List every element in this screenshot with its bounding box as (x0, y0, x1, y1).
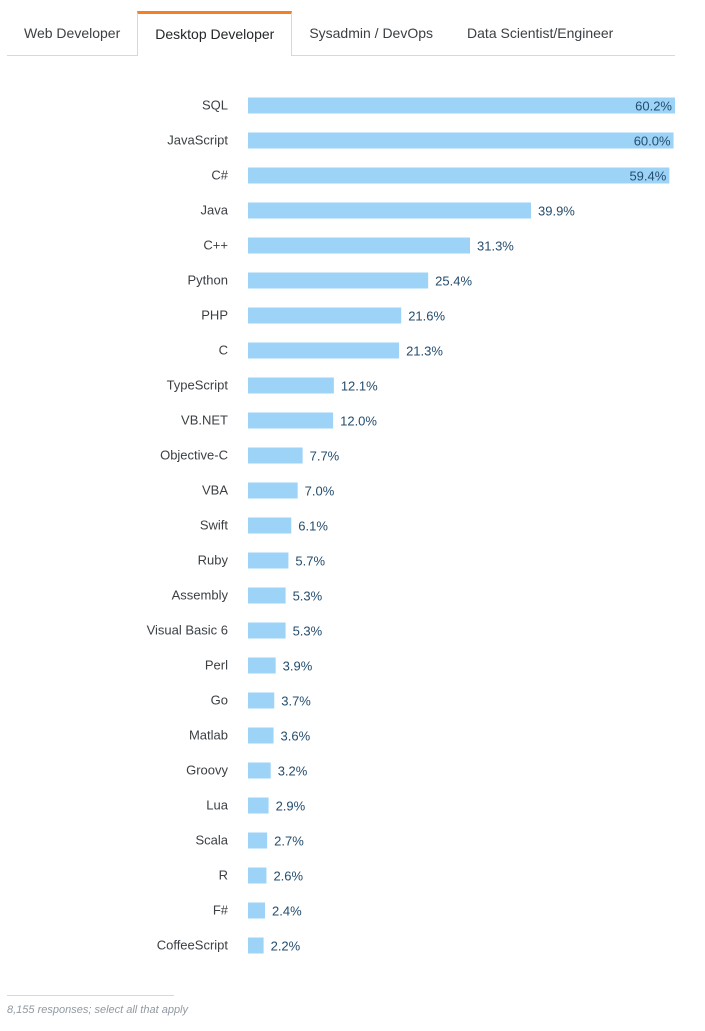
value-label: 2.6% (273, 869, 303, 884)
value-label: 2.7% (274, 834, 304, 849)
responses-footnote: 8,155 responses; select all that apply (7, 1004, 189, 1016)
category-label: Ruby (198, 553, 229, 568)
category-label: SQL (202, 98, 228, 113)
category-label: Perl (205, 658, 228, 673)
category-label: C# (211, 168, 228, 183)
category-label: JavaScript (167, 133, 228, 148)
bar (248, 762, 271, 779)
category-label: Visual Basic 6 (147, 623, 228, 638)
value-label: 7.0% (305, 484, 335, 499)
category-label: Matlab (189, 728, 228, 743)
value-label: 2.2% (271, 939, 301, 954)
bar (248, 237, 471, 254)
category-label: Swift (200, 518, 229, 533)
value-label: 7.7% (310, 449, 340, 464)
value-label: 3.9% (283, 659, 313, 674)
category-label: PHP (201, 308, 228, 323)
tab-desktop-developer[interactable]: Desktop Developer (137, 11, 293, 56)
value-label: 39.9% (538, 204, 575, 219)
value-label: 21.6% (408, 309, 445, 324)
category-label: Lua (206, 798, 228, 813)
bar (248, 482, 298, 499)
category-label: Scala (195, 833, 228, 848)
category-label: Groovy (186, 763, 228, 778)
value-label: 2.9% (276, 799, 306, 814)
value-label: 60.2% (635, 99, 672, 114)
value-label: 2.4% (272, 904, 302, 919)
footnote-divider (7, 995, 174, 996)
value-label: 3.2% (278, 764, 308, 779)
category-label: TypeScript (167, 378, 229, 393)
bar (248, 902, 266, 919)
category-label: C++ (203, 238, 228, 253)
bar (248, 622, 286, 639)
bar (248, 797, 269, 814)
value-label: 5.3% (293, 589, 323, 604)
value-label: 59.4% (629, 169, 666, 184)
role-tabs: Web Developer Desktop Developer Sysadmin… (7, 11, 675, 56)
bar (248, 412, 334, 429)
bar (248, 167, 670, 184)
tab-web-developer[interactable]: Web Developer (24, 25, 121, 41)
bar (248, 937, 264, 954)
bar (248, 692, 275, 709)
category-label: Assembly (172, 588, 229, 603)
bar (248, 587, 286, 604)
category-label: CoffeeScript (157, 938, 229, 953)
bar (248, 97, 675, 114)
value-label: 60.0% (634, 134, 671, 149)
value-label: 3.6% (281, 729, 311, 744)
bar (248, 342, 400, 359)
value-label: 5.3% (293, 624, 323, 639)
bar (248, 272, 429, 289)
bar (248, 727, 274, 744)
bar (248, 867, 267, 884)
bar (248, 202, 532, 219)
value-label: 3.7% (281, 694, 311, 709)
value-label: 12.0% (340, 414, 377, 429)
bar (248, 552, 289, 569)
bar (248, 832, 268, 849)
value-label: 12.1% (341, 379, 378, 394)
value-label: 31.3% (477, 239, 514, 254)
bar (248, 657, 276, 674)
value-label: 25.4% (435, 274, 472, 289)
category-label: VB.NET (181, 413, 228, 428)
bar (248, 517, 292, 534)
category-label: Go (211, 693, 228, 708)
category-label: C (219, 343, 228, 358)
category-label: F# (213, 903, 229, 918)
category-label: R (219, 868, 228, 883)
value-label: 5.7% (295, 554, 325, 569)
value-label: 6.1% (298, 519, 328, 534)
category-label: Objective-C (160, 448, 228, 463)
bar (248, 377, 334, 394)
value-label: 21.3% (406, 344, 443, 359)
languages-bar-chart: SQL 60.2% JavaScript 60.0% C# 59.4% Java 39.9% C… (147, 97, 675, 954)
category-label: VBA (202, 483, 228, 498)
bar (248, 447, 303, 464)
category-label: Python (188, 273, 228, 288)
tab-sysadmin-devops[interactable]: Sysadmin / DevOps (309, 25, 434, 41)
bar (248, 307, 402, 324)
tab-data-scientist-engineer[interactable]: Data Scientist/Engineer (467, 25, 614, 41)
bar (248, 132, 674, 149)
category-label: Java (201, 203, 229, 218)
